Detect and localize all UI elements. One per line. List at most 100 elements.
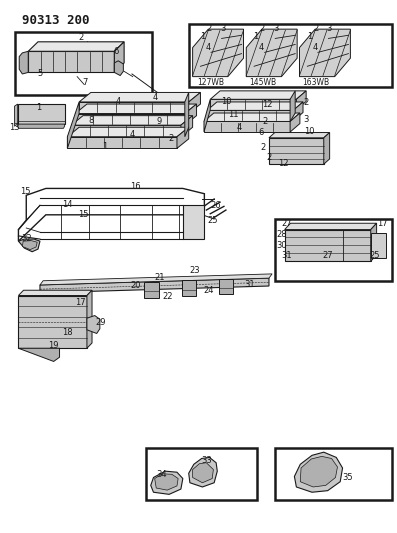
Text: 17: 17 bbox=[377, 219, 388, 228]
Bar bbox=[145, 282, 158, 297]
Bar bbox=[269, 138, 324, 164]
Polygon shape bbox=[28, 51, 114, 72]
Text: 10: 10 bbox=[221, 98, 231, 107]
Text: 32: 32 bbox=[21, 234, 32, 243]
Polygon shape bbox=[18, 290, 92, 295]
Bar bbox=[275, 219, 392, 281]
Text: 2: 2 bbox=[260, 143, 266, 152]
Polygon shape bbox=[40, 278, 269, 293]
Text: 20: 20 bbox=[131, 281, 141, 290]
Polygon shape bbox=[210, 99, 297, 110]
Text: 4: 4 bbox=[237, 123, 242, 132]
Polygon shape bbox=[114, 42, 124, 72]
Text: 2: 2 bbox=[206, 23, 212, 33]
Polygon shape bbox=[151, 471, 183, 494]
Text: 25: 25 bbox=[207, 216, 218, 225]
Bar bbox=[371, 233, 386, 258]
Polygon shape bbox=[189, 92, 200, 114]
Polygon shape bbox=[79, 102, 189, 114]
Text: 145WB: 145WB bbox=[250, 78, 277, 87]
Text: 11: 11 bbox=[229, 110, 239, 118]
Text: 2: 2 bbox=[168, 134, 174, 143]
Text: 15: 15 bbox=[78, 211, 88, 219]
Text: 21: 21 bbox=[154, 272, 165, 281]
Polygon shape bbox=[269, 133, 330, 138]
Polygon shape bbox=[371, 223, 377, 261]
Text: 6: 6 bbox=[258, 127, 264, 136]
Bar bbox=[15, 32, 152, 95]
Polygon shape bbox=[290, 91, 295, 122]
Text: 2: 2 bbox=[313, 23, 318, 33]
Text: 2: 2 bbox=[260, 23, 265, 33]
Polygon shape bbox=[193, 29, 243, 77]
Bar bbox=[189, 24, 392, 87]
Text: 10: 10 bbox=[304, 127, 314, 136]
Text: 9: 9 bbox=[157, 117, 162, 126]
Text: 3: 3 bbox=[220, 23, 226, 33]
Polygon shape bbox=[75, 104, 197, 114]
Text: 28: 28 bbox=[276, 230, 287, 239]
Polygon shape bbox=[193, 463, 213, 483]
Text: 12: 12 bbox=[262, 100, 272, 109]
Polygon shape bbox=[293, 102, 303, 121]
Polygon shape bbox=[177, 127, 189, 148]
Text: 1: 1 bbox=[102, 142, 107, 151]
Polygon shape bbox=[18, 239, 40, 252]
Polygon shape bbox=[181, 116, 193, 137]
Polygon shape bbox=[19, 51, 28, 74]
Polygon shape bbox=[204, 99, 210, 132]
Text: 18: 18 bbox=[62, 328, 73, 337]
Polygon shape bbox=[185, 92, 189, 137]
Text: 2: 2 bbox=[304, 99, 309, 108]
Text: 2: 2 bbox=[262, 117, 268, 126]
Text: 3: 3 bbox=[327, 23, 332, 33]
Polygon shape bbox=[71, 116, 193, 125]
Polygon shape bbox=[299, 29, 351, 77]
Text: 16: 16 bbox=[131, 182, 141, 191]
Text: 25: 25 bbox=[369, 252, 380, 261]
Text: 3: 3 bbox=[303, 115, 309, 124]
Text: 6: 6 bbox=[114, 47, 119, 56]
Text: 4: 4 bbox=[129, 130, 135, 139]
Bar bbox=[275, 448, 392, 499]
Text: 31: 31 bbox=[244, 280, 255, 289]
Text: 34: 34 bbox=[156, 470, 167, 479]
Polygon shape bbox=[246, 29, 297, 77]
Text: 31: 31 bbox=[281, 252, 292, 261]
Polygon shape bbox=[17, 124, 65, 128]
Polygon shape bbox=[189, 457, 217, 487]
Text: 17: 17 bbox=[75, 298, 86, 307]
Polygon shape bbox=[87, 316, 100, 334]
Polygon shape bbox=[297, 91, 306, 110]
Text: 4: 4 bbox=[205, 43, 210, 52]
Text: 127WB: 127WB bbox=[197, 78, 224, 87]
Polygon shape bbox=[210, 91, 306, 99]
Polygon shape bbox=[185, 104, 197, 125]
Polygon shape bbox=[207, 110, 293, 121]
Text: 26: 26 bbox=[211, 201, 222, 210]
Text: 7: 7 bbox=[82, 78, 88, 87]
Text: 23: 23 bbox=[189, 266, 200, 275]
Text: 2: 2 bbox=[266, 154, 272, 163]
Bar bbox=[18, 295, 87, 348]
Polygon shape bbox=[40, 274, 272, 285]
Polygon shape bbox=[300, 456, 337, 487]
Text: 1: 1 bbox=[306, 32, 312, 41]
Text: 13: 13 bbox=[9, 123, 20, 132]
Text: 4: 4 bbox=[116, 98, 121, 107]
Text: 33: 33 bbox=[201, 456, 212, 465]
Text: 35: 35 bbox=[342, 473, 353, 482]
Text: 2: 2 bbox=[79, 33, 84, 42]
Text: 1: 1 bbox=[253, 32, 258, 41]
Text: 90313 200: 90313 200 bbox=[21, 14, 89, 27]
Polygon shape bbox=[22, 241, 37, 249]
Polygon shape bbox=[28, 42, 124, 51]
Polygon shape bbox=[15, 104, 17, 126]
Polygon shape bbox=[75, 114, 185, 125]
Polygon shape bbox=[71, 125, 181, 137]
Text: 29: 29 bbox=[95, 318, 106, 327]
Polygon shape bbox=[285, 223, 377, 230]
Text: 19: 19 bbox=[48, 341, 58, 350]
Polygon shape bbox=[324, 133, 330, 164]
Text: 163WB: 163WB bbox=[303, 78, 330, 87]
